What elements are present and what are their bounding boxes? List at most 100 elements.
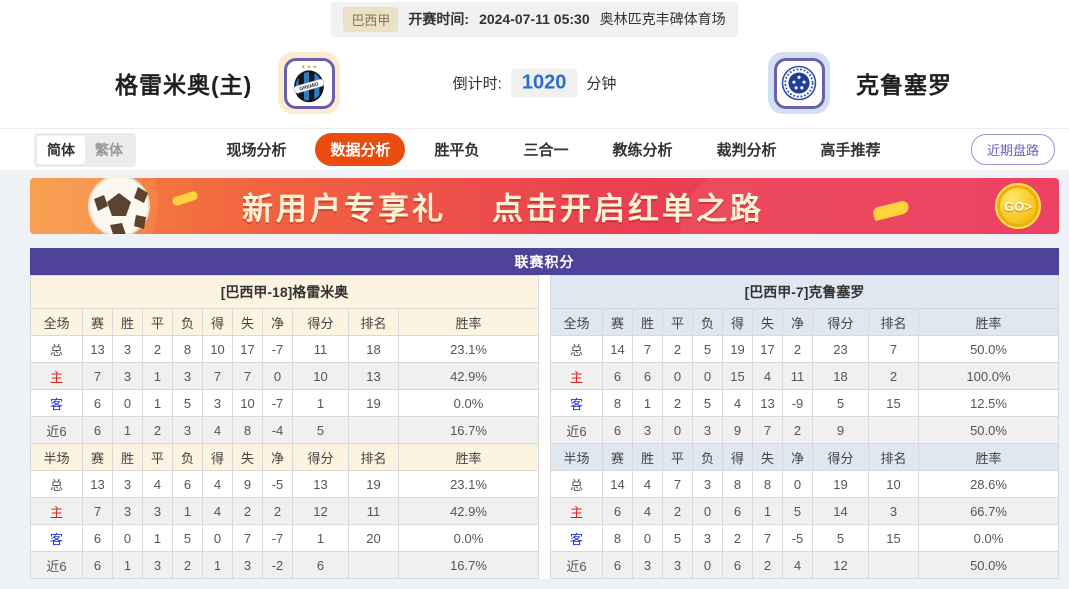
col-header: 失 — [232, 443, 263, 471]
tab-wdl[interactable]: 胜平负 — [434, 142, 480, 159]
team-title: [巴西甲-18]格雷米奥 — [30, 275, 539, 309]
stat-cell — [868, 416, 919, 444]
stat-cell: 3 — [692, 416, 723, 444]
table-row: 总 14 7 2 5 19 17 2 23 7 50.0% — [550, 335, 1059, 363]
stat-cell: 6 — [602, 497, 633, 525]
stat-cell: 3 — [232, 551, 263, 579]
stat-cell: 7 — [752, 416, 783, 444]
stat-cell: 3 — [692, 470, 723, 498]
stat-cell: 6 — [602, 362, 633, 390]
stat-cell — [868, 551, 919, 579]
table-row: 主 6 4 2 0 6 1 5 14 3 66.7% — [550, 497, 1059, 525]
tab-referee[interactable]: 裁判分析 — [716, 142, 777, 159]
home-team-name: 格雷米奥(主) — [115, 72, 253, 98]
stat-cell: 3 — [112, 470, 143, 498]
stat-cell: 3 — [142, 551, 173, 579]
stat-cell: 0 — [262, 362, 293, 390]
stat-cell: 28.6% — [918, 470, 1059, 498]
col-header: 赛 — [602, 443, 633, 471]
stat-cell: 2 — [782, 416, 813, 444]
stat-cell: 0 — [112, 389, 143, 417]
stat-cell: 4 — [202, 416, 233, 444]
stat-cell: 0 — [112, 524, 143, 552]
stat-cell: 4 — [632, 497, 663, 525]
table-row: 总 13 3 4 6 4 9 -5 13 19 23.1% — [30, 470, 539, 498]
stat-cell: 14 — [602, 470, 633, 498]
col-header: 赛 — [82, 443, 113, 471]
stat-cell: 11 — [292, 335, 349, 363]
tab-live[interactable]: 现场分析 — [226, 142, 287, 159]
stat-cell: 23.1% — [398, 470, 539, 498]
stat-cell: 23 — [812, 335, 869, 363]
stat-cell: 0 — [202, 524, 233, 552]
col-header: 失 — [232, 308, 263, 336]
go-button[interactable]: GO> — [995, 183, 1041, 229]
col-header: 赛 — [82, 308, 113, 336]
home-team-block: 格雷米奥(主) ★ ★ ★ — [115, 52, 341, 114]
col-header: 净 — [262, 308, 293, 336]
stat-cell: 10 — [232, 389, 263, 417]
stat-cell: 4 — [632, 470, 663, 498]
row-label: 总 — [30, 470, 83, 498]
stat-cell: 3 — [142, 497, 173, 525]
table-row: 主 7 3 1 3 7 7 0 10 13 42.9% — [30, 362, 539, 390]
stat-cell: -7 — [262, 524, 293, 552]
row-label: 总 — [550, 470, 603, 498]
lang-simplified-button[interactable]: 简体 — [37, 135, 85, 164]
tab-coach[interactable]: 教练分析 — [612, 142, 673, 159]
stat-cell: 16.7% — [398, 551, 539, 579]
recent-trend-button[interactable]: 近期盘路 — [970, 134, 1055, 165]
stat-cell: 7 — [232, 362, 263, 390]
language-toggle: 简体 繁体 — [34, 132, 136, 167]
table-row: 近6 6 1 2 3 4 8 -4 5 16.7% — [30, 416, 539, 444]
row-label: 近6 — [550, 416, 603, 444]
stat-cell: -4 — [262, 416, 293, 444]
stat-cell: 3 — [112, 335, 143, 363]
lang-traditional-button[interactable]: 繁体 — [95, 141, 123, 158]
stat-cell: 1 — [752, 497, 783, 525]
col-header: 平 — [142, 308, 173, 336]
stat-cell: 4 — [752, 362, 783, 390]
stat-cell: 13 — [82, 335, 113, 363]
stat-cell: 5 — [812, 524, 869, 552]
table-row: 客 8 0 5 3 2 7 -5 5 15 0.0% — [550, 524, 1059, 552]
tab-three-in-one[interactable]: 三合一 — [523, 142, 569, 159]
stat-cell: 6 — [82, 524, 113, 552]
stat-cell: -5 — [262, 470, 293, 498]
col-header: 平 — [662, 443, 693, 471]
col-header: 胜 — [632, 308, 663, 336]
table-row: 客 6 0 1 5 0 7 -7 1 20 0.0% — [30, 524, 539, 552]
row-label: 主 — [30, 362, 83, 390]
row-label: 近6 — [30, 416, 83, 444]
promo-banner[interactable]: 新用户专享礼 点击开启红单之路 GO> — [30, 178, 1059, 234]
row-label: 主 — [550, 362, 603, 390]
col-header: 失 — [752, 443, 783, 471]
col-header: 负 — [172, 443, 203, 471]
stat-cell: -9 — [782, 389, 813, 417]
col-header: 得 — [202, 443, 233, 471]
stat-cell: 0.0% — [918, 524, 1059, 552]
col-header: 得 — [722, 443, 753, 471]
stat-cell: 1 — [292, 524, 349, 552]
stat-cell: 19 — [348, 470, 399, 498]
table-row: 主 7 3 3 1 4 2 2 12 11 42.9% — [30, 497, 539, 525]
stat-cell: 0 — [662, 362, 693, 390]
stat-cell: 5 — [782, 497, 813, 525]
home-team-logo: ★ ★ ★ GREMIO — [278, 52, 341, 114]
tab-expert[interactable]: 高手推荐 — [820, 142, 881, 159]
stat-cell: 8 — [602, 389, 633, 417]
stat-cell: 3 — [112, 362, 143, 390]
col-header: 胜率 — [918, 308, 1059, 336]
tab-data[interactable]: 数据分析 — [315, 133, 406, 166]
stat-cell: -7 — [262, 335, 293, 363]
col-header: 排名 — [348, 443, 399, 471]
stat-cell: 2 — [752, 551, 783, 579]
stat-cell: 3 — [632, 551, 663, 579]
away-team-logo — [768, 52, 830, 114]
content-area: 新用户专享礼 点击开启红单之路 GO> 联赛积分 [巴西甲-18]格雷米奥 全场赛… — [0, 170, 1069, 589]
stat-cell: 1 — [632, 389, 663, 417]
kickoff-label: 开赛时间: — [408, 11, 470, 27]
stat-cell: 7 — [752, 524, 783, 552]
col-header: 全场 — [550, 308, 603, 336]
stat-cell: 15 — [868, 524, 919, 552]
